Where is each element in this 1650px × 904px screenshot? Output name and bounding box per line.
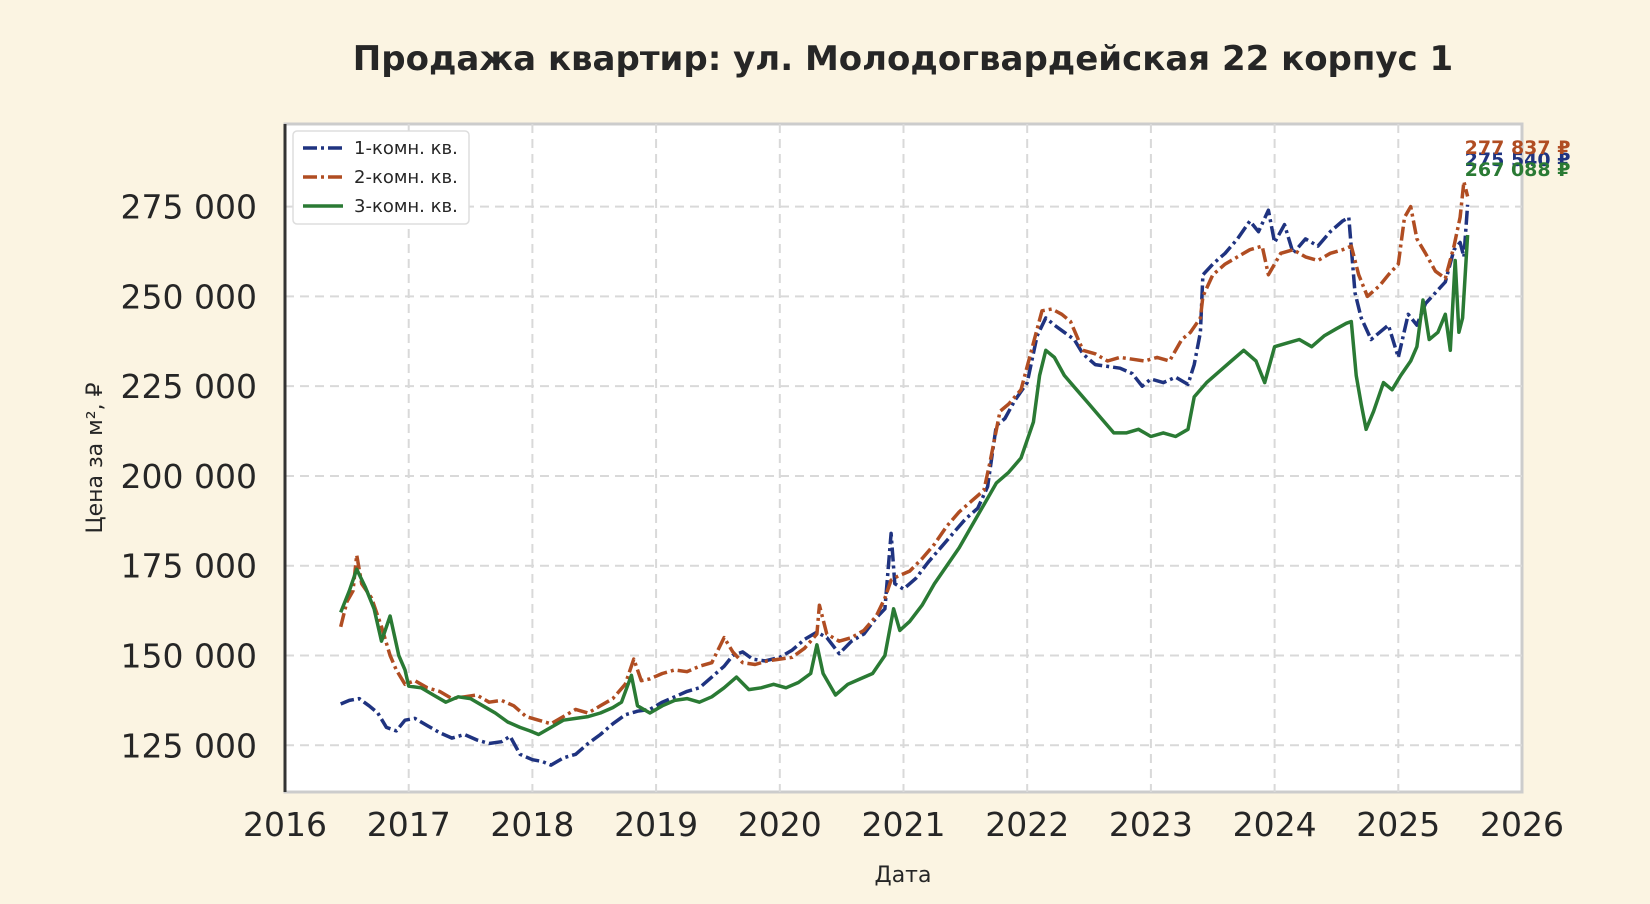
legend-label-2room: 2-комн. кв. xyxy=(354,167,458,188)
legend-box xyxy=(292,130,470,225)
series-line-2room xyxy=(339,179,1470,726)
x-tick-label: 2021 xyxy=(862,805,946,844)
y-tick-labels: 125 000 150 000 175 000 200 000 225 000 250 0… xyxy=(121,188,257,766)
y-tick-label: 250 000 xyxy=(121,277,257,316)
end-value-labels: 275 540 ₽277 837 ₽267 088 ₽ xyxy=(1465,137,1571,181)
series-line-1room xyxy=(340,204,1470,767)
x-tick-label: 2020 xyxy=(738,805,822,844)
x-tick-label: 2016 xyxy=(243,805,327,844)
x-tick-label: 2024 xyxy=(1233,805,1317,844)
x-tick-label: 2023 xyxy=(1109,805,1193,844)
x-tick-label: 2019 xyxy=(614,805,698,844)
y-tick-label: 200 000 xyxy=(121,457,257,496)
x-tick-label: 2026 xyxy=(1480,805,1564,844)
series-line-3room xyxy=(339,234,1470,737)
x-tick-label: 2017 xyxy=(367,805,451,844)
legend-label-1room: 1-комн. кв. xyxy=(354,138,458,159)
y-tick-label: 175 000 xyxy=(121,547,257,586)
y-tick-label: 125 000 xyxy=(121,726,257,765)
x-tick-label: 2018 xyxy=(490,805,574,844)
x-tick-labels: 2016 2017 2018 2019 2020 2021 2022 2023 2024 2025… xyxy=(243,805,1564,844)
series-lines xyxy=(339,179,1470,767)
chart-title: Продажа квартир: ул. Молодогвардейская 2… xyxy=(353,39,1453,79)
y-tick-label: 275 000 xyxy=(121,188,257,227)
end-label-1room: 275 540 ₽ xyxy=(1465,149,1571,171)
y-tick-label: 150 000 xyxy=(121,637,257,676)
legend: 1-комн. кв. 2-комн. кв. 3-комн. кв. xyxy=(292,130,470,225)
end-label-3room: 267 088 ₽ xyxy=(1465,159,1571,181)
x-tick-label: 2025 xyxy=(1356,805,1440,844)
x-axis-label: Дата xyxy=(875,863,932,888)
x-tick-label: 2022 xyxy=(985,805,1069,844)
y-tick-label: 225 000 xyxy=(121,367,257,406)
end-label-2room: 277 837 ₽ xyxy=(1465,137,1571,159)
y-axis-label: Цена за м², ₽ xyxy=(83,382,108,533)
legend-label-3room: 3-комн. кв. xyxy=(354,196,458,217)
